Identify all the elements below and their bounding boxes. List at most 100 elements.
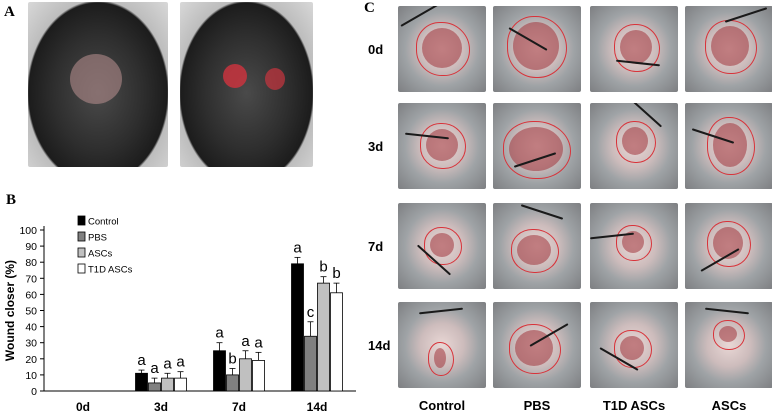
wound-photo-3d-pbs (493, 103, 581, 189)
wound-photo-14d-control (398, 302, 486, 388)
x-category-label: 7d (232, 400, 246, 414)
legend-swatch-ascs (77, 247, 86, 258)
bar-control-3d (135, 372, 148, 392)
y-tick-label: 10 (25, 370, 37, 382)
y-tick-label: 20 (25, 354, 37, 366)
x-category-label: 3d (154, 400, 168, 414)
wound-outline (707, 117, 755, 175)
wound-photo-7d-ascs (685, 203, 772, 289)
bar-control-14d (291, 263, 304, 392)
bar-control-7d (213, 350, 226, 392)
significance-letter: a (176, 354, 185, 371)
y-tick-label: 40 (25, 322, 37, 334)
y-tick-label: 90 (25, 241, 37, 253)
x-category-label: 14d (307, 400, 328, 414)
wound-photo-7d-t1d-ascs (590, 203, 678, 289)
row-label-14d: 14d (368, 338, 391, 353)
wound-photo-0d-pbs (493, 6, 581, 92)
suture-thread (520, 204, 564, 220)
wound-closure-chart: 0 10 20 30 40 50 60 70 80 90 100 Wound closer (%) 0d… (3, 215, 356, 414)
bar-ascs-7d (239, 358, 252, 392)
suture-thread (705, 307, 749, 315)
legend-swatch-pbs (77, 231, 86, 242)
y-tick-label: 80 (25, 257, 37, 269)
wound-photo-7d-pbs (493, 203, 581, 289)
significance-letter: b (319, 259, 327, 276)
wound-outline (705, 20, 757, 74)
legend-label-t1d-ascs: T1D ASCs (88, 265, 133, 276)
significance-letter: a (241, 333, 250, 350)
significance-letter: a (254, 334, 263, 351)
wound-photo-14d-ascs (685, 302, 772, 388)
mouse-wound-right (265, 68, 285, 90)
wound-outline (509, 324, 561, 374)
panel-label-a: A (4, 4, 15, 20)
significance-letter: a (137, 352, 146, 369)
suture-thread (419, 307, 463, 315)
wound-outline (707, 221, 751, 267)
significance-letter: b (332, 265, 340, 282)
y-tick-label: 70 (25, 273, 37, 285)
row-label-3d: 3d (368, 139, 384, 154)
row-label-7d: 7d (368, 239, 384, 254)
legend-swatch-control (77, 215, 86, 226)
wound-outline (503, 121, 571, 179)
col-label-pbs: PBS (523, 398, 551, 413)
significance-letter: a (163, 355, 172, 372)
mouse-photo-right (180, 2, 313, 167)
legend-label-ascs: ASCs (88, 249, 113, 260)
col-label-control: Control (418, 398, 466, 413)
y-tick-label: 60 (25, 289, 37, 301)
bar-ascs-14d (317, 282, 330, 392)
wound-outline (614, 330, 652, 368)
panel-label-b: B (6, 192, 17, 208)
wound-outline (420, 123, 466, 169)
wound-photo-14d-t1d-ascs (590, 302, 678, 388)
wound-outline (614, 24, 660, 72)
wound-outline (713, 320, 745, 350)
wound-outline (616, 225, 652, 261)
wound-photo-3d-control (398, 103, 486, 189)
y-tick-label: 30 (25, 338, 37, 350)
significance-letter: a (293, 239, 302, 256)
wound-outline (511, 229, 559, 273)
wound-outline (507, 16, 567, 78)
chart-bars (135, 256, 343, 392)
bar-t1d-ascs-3d (174, 377, 187, 392)
bar-pbs-14d (304, 335, 317, 392)
suture-thread (724, 7, 768, 23)
wound-photo-0d-t1d-ascs (590, 6, 678, 92)
bar-ascs-3d (161, 377, 174, 392)
mouse-photo-left (28, 2, 168, 167)
bar-t1d-ascs-7d (252, 360, 265, 392)
y-tick-label: 100 (19, 225, 37, 237)
row-label-0d: 0d (368, 42, 384, 57)
wound-photo-0d-control (398, 6, 486, 92)
mouse-wound-area (70, 54, 122, 104)
y-axis-title: Wound closer (%) (3, 260, 17, 361)
bar-pbs-7d (226, 374, 239, 392)
wound-outline (416, 22, 470, 76)
chart-legend: Control PBS ASCs T1D ASCs (77, 215, 133, 276)
x-category-label: 0d (76, 400, 90, 414)
wound-photo-14d-pbs (493, 302, 581, 388)
legend-label-control: Control (88, 217, 119, 228)
wound-outline (616, 121, 656, 163)
col-label-ascs: ASCs (711, 398, 747, 413)
bar-pbs-3d (148, 382, 161, 392)
mouse-wound-left (223, 64, 247, 88)
wound-photo-3d-ascs (685, 103, 772, 189)
y-tick-label: 0 (31, 386, 37, 398)
legend-label-pbs: PBS (88, 233, 107, 244)
wound-outline (424, 227, 462, 265)
chart-axes: 0 10 20 30 40 50 60 70 80 90 100 Wound closer (%) 0d… (3, 225, 356, 414)
bar-t1d-ascs-14d (330, 292, 343, 392)
y-tick-label: 50 (25, 306, 37, 318)
wound-photo-7d-control (398, 203, 486, 289)
significance-letter: a (215, 325, 224, 342)
legend-swatch-t1d-ascs (77, 263, 86, 274)
significance-letter: a (150, 360, 159, 377)
panel-label-c: C (364, 0, 375, 16)
significance-letter: c (307, 304, 315, 321)
wound-outline (428, 342, 454, 376)
